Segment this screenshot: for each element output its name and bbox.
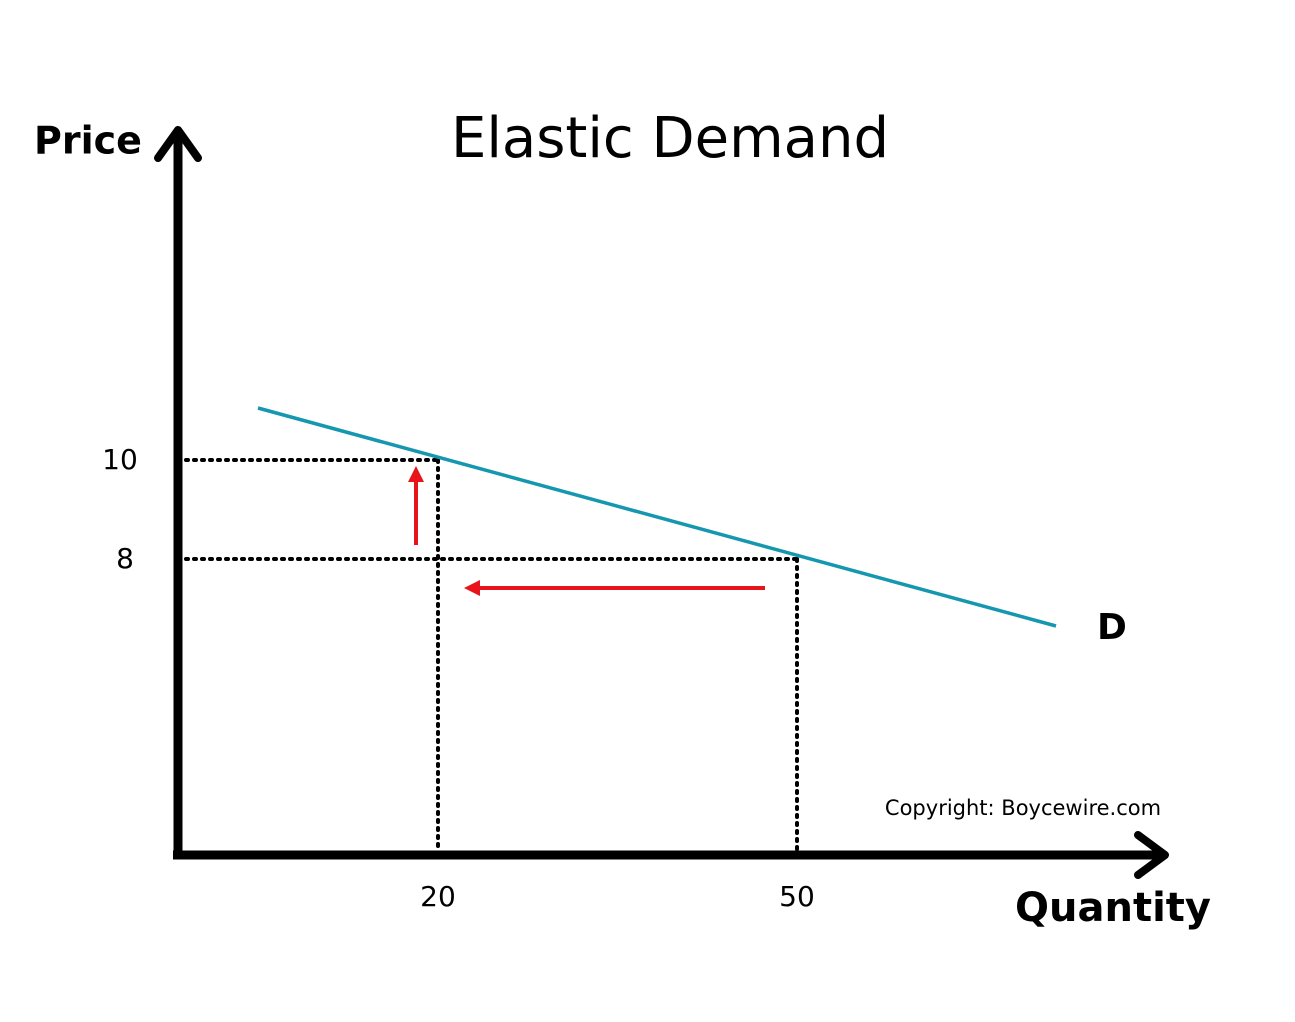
title: Elastic Demand	[451, 106, 889, 171]
curve-label: D	[1097, 607, 1127, 648]
x-tick-label: 20	[420, 880, 456, 913]
demand-curve	[257, 406, 1057, 628]
y-tick-label: 10	[102, 443, 138, 476]
y-tick-label: 8	[116, 542, 134, 575]
copyright: Copyright: Boycewire.com	[885, 796, 1161, 820]
x-axis-arrow	[1134, 831, 1169, 879]
y-axis-arrow	[154, 126, 202, 162]
guides	[184, 458, 799, 852]
y-axis-label: Price	[34, 119, 142, 163]
x-axis-label: Quantity	[1015, 885, 1211, 931]
x-tick-label: 50	[779, 880, 815, 913]
